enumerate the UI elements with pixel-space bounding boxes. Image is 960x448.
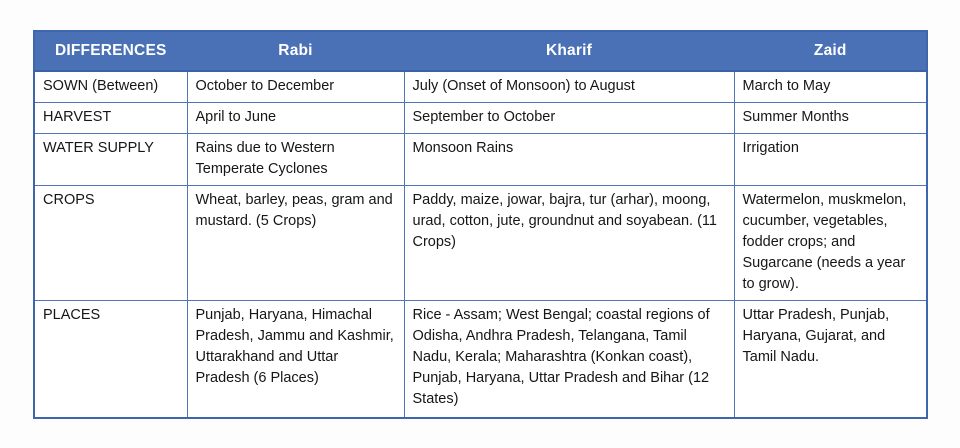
cell-sown-rabi: October to December xyxy=(186,70,405,103)
cell-harvest-rabi: April to June xyxy=(186,101,405,134)
table-row-harvest: HARVEST April to June September to Octob… xyxy=(33,101,928,134)
header-zaid: Zaid xyxy=(733,30,928,72)
cell-places-zaid: Uttar Pradesh, Punjab, Haryana, Gujarat,… xyxy=(733,299,928,419)
cell-harvest-kharif: September to October xyxy=(403,101,735,134)
cell-sown-kharif: July (Onset of Monsoon) to August xyxy=(403,70,735,103)
header-differences: DIFFERENCES xyxy=(33,30,188,72)
row-label-places: PLACES xyxy=(33,299,188,419)
table-row-water-supply: WATER SUPPLY Rains due to Western Temper… xyxy=(33,132,928,186)
table-header-row: DIFFERENCES Rabi Kharif Zaid xyxy=(33,30,928,72)
cell-crops-zaid: Watermelon, muskmelon, cucumber, vegetab… xyxy=(733,184,928,301)
table-row-crops: CROPS Wheat, barley, peas, gram and must… xyxy=(33,184,928,301)
table-row-sown: SOWN (Between) October to December July … xyxy=(33,70,928,103)
cell-crops-kharif: Paddy, maize, jowar, bajra, tur (arhar),… xyxy=(403,184,735,301)
cell-water-supply-rabi: Rains due to Western Temperate Cyclones xyxy=(186,132,405,186)
row-label-sown: SOWN (Between) xyxy=(33,70,188,103)
cell-water-supply-zaid: Irrigation xyxy=(733,132,928,186)
row-label-crops: CROPS xyxy=(33,184,188,301)
cell-places-rabi: Punjab, Haryana, Himachal Pradesh, Jammu… xyxy=(186,299,405,419)
row-label-water-supply: WATER SUPPLY xyxy=(33,132,188,186)
header-kharif: Kharif xyxy=(403,30,735,72)
cell-sown-zaid: March to May xyxy=(733,70,928,103)
cell-crops-rabi: Wheat, barley, peas, gram and mustard. (… xyxy=(186,184,405,301)
cell-places-kharif: Rice - Assam; West Bengal; coastal regio… xyxy=(403,299,735,419)
cell-harvest-zaid: Summer Months xyxy=(733,101,928,134)
table-row-places: PLACES Punjab, Haryana, Himachal Pradesh… xyxy=(33,299,928,419)
cell-water-supply-kharif: Monsoon Rains xyxy=(403,132,735,186)
crop-seasons-comparison-table: DIFFERENCES Rabi Kharif Zaid SOWN (Betwe… xyxy=(33,30,928,419)
row-label-harvest: HARVEST xyxy=(33,101,188,134)
header-rabi: Rabi xyxy=(186,30,405,72)
